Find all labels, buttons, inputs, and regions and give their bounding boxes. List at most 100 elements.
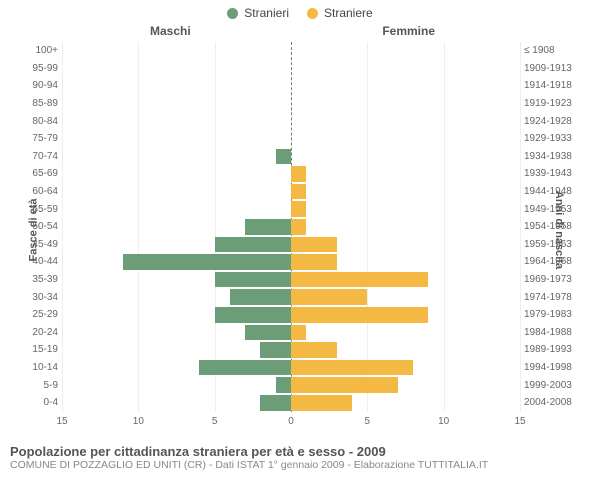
legend-item-female: Straniere: [307, 6, 373, 20]
bar-area: [62, 61, 520, 77]
age-label: 80-84: [24, 116, 58, 127]
age-row: 35-391969-1973: [62, 271, 520, 289]
bar-male: [215, 307, 291, 323]
age-label: 85-89: [24, 98, 58, 109]
age-row: 80-841924-1928: [62, 112, 520, 130]
age-label: 15-19: [24, 344, 58, 355]
plot-area: 15105051015 100+≤ 190895-991909-191390-9…: [62, 42, 520, 412]
birth-year-label: 1974-1978: [524, 292, 582, 303]
legend: Stranieri Straniere: [0, 0, 600, 20]
legend-swatch-female: [307, 8, 318, 19]
age-row: 5-91999-2003: [62, 376, 520, 394]
bar-male: [245, 219, 291, 235]
gridline: [520, 42, 521, 412]
bar-female: [291, 395, 352, 411]
age-label: 5-9: [24, 380, 58, 391]
bar-female: [291, 184, 306, 200]
birth-year-label: 1994-1998: [524, 362, 582, 373]
age-label: 45-49: [24, 239, 58, 250]
bar-female: [291, 307, 428, 323]
birth-year-label: 1959-1963: [524, 239, 582, 250]
birth-year-label: 1939-1943: [524, 168, 582, 179]
age-label: 90-94: [24, 80, 58, 91]
birth-year-label: 1989-1993: [524, 344, 582, 355]
x-tick-label: 5: [365, 416, 371, 427]
x-axis-ticks: 15105051015: [62, 416, 520, 430]
age-label: 25-29: [24, 309, 58, 320]
x-tick-label: 5: [212, 416, 218, 427]
heading-female: Femmine: [382, 24, 435, 38]
age-row: 90-941914-1918: [62, 77, 520, 95]
birth-year-label: 1949-1953: [524, 204, 582, 215]
bar-area: [62, 184, 520, 200]
age-row: 10-141994-1998: [62, 359, 520, 377]
x-tick-label: 15: [514, 416, 525, 427]
birth-year-label: 1924-1928: [524, 116, 582, 127]
heading-male: Maschi: [150, 24, 191, 38]
age-row: 65-691939-1943: [62, 165, 520, 183]
birth-year-label: 1929-1933: [524, 133, 582, 144]
age-label: 35-39: [24, 274, 58, 285]
bar-male: [230, 289, 291, 305]
legend-swatch-male: [227, 8, 238, 19]
age-row: 15-191989-1993: [62, 341, 520, 359]
age-label: 0-4: [24, 397, 58, 408]
age-row: 55-591949-1953: [62, 200, 520, 218]
bar-area: [62, 325, 520, 341]
bar-male: [123, 254, 291, 270]
bar-area: [62, 219, 520, 235]
bar-female: [291, 377, 398, 393]
bar-area: [62, 395, 520, 411]
birth-year-label: 1964-1968: [524, 256, 582, 267]
bar-area: [62, 272, 520, 288]
bar-area: [62, 254, 520, 270]
age-label: 55-59: [24, 204, 58, 215]
bar-area: [62, 166, 520, 182]
bar-female: [291, 237, 337, 253]
age-row: 0-42004-2008: [62, 394, 520, 412]
age-row: 95-991909-1913: [62, 60, 520, 78]
age-row: 75-791929-1933: [62, 130, 520, 148]
bar-male: [215, 237, 291, 253]
bar-area: [62, 342, 520, 358]
age-label: 60-64: [24, 186, 58, 197]
age-label: 95-99: [24, 63, 58, 74]
age-row: 45-491959-1963: [62, 236, 520, 254]
bar-male: [199, 360, 291, 376]
bar-male: [215, 272, 291, 288]
chart-footer: Popolazione per cittadinanza straniera p…: [0, 440, 600, 471]
age-label: 70-74: [24, 151, 58, 162]
bar-male: [260, 395, 291, 411]
age-label: 65-69: [24, 168, 58, 179]
x-tick-label: 0: [288, 416, 294, 427]
birth-year-label: 1934-1938: [524, 151, 582, 162]
bar-area: [62, 307, 520, 323]
age-label: 30-34: [24, 292, 58, 303]
birth-year-label: 1909-1913: [524, 63, 582, 74]
population-pyramid-chart: Maschi Femmine Fasce di età Anni di nasc…: [0, 20, 600, 440]
bar-area: [62, 201, 520, 217]
age-label: 40-44: [24, 256, 58, 267]
chart-title: Popolazione per cittadinanza straniera p…: [10, 444, 590, 459]
bar-area: [62, 237, 520, 253]
age-label: 75-79: [24, 133, 58, 144]
age-label: 50-54: [24, 221, 58, 232]
age-row: 30-341974-1978: [62, 288, 520, 306]
birth-year-label: 1919-1923: [524, 98, 582, 109]
age-row: 100+≤ 1908: [62, 42, 520, 60]
legend-item-male: Stranieri: [227, 6, 289, 20]
birth-year-label: 1969-1973: [524, 274, 582, 285]
bar-area: [62, 377, 520, 393]
bar-male: [276, 149, 291, 165]
birth-year-label: 2004-2008: [524, 397, 582, 408]
bar-area: [62, 360, 520, 376]
birth-year-label: 1984-1988: [524, 327, 582, 338]
bar-female: [291, 360, 413, 376]
birth-year-label: 1979-1983: [524, 309, 582, 320]
bar-female: [291, 342, 337, 358]
age-row: 25-291979-1983: [62, 306, 520, 324]
x-tick-label: 10: [438, 416, 449, 427]
age-label: 10-14: [24, 362, 58, 373]
age-label: 100+: [24, 45, 58, 56]
x-tick-label: 15: [56, 416, 67, 427]
